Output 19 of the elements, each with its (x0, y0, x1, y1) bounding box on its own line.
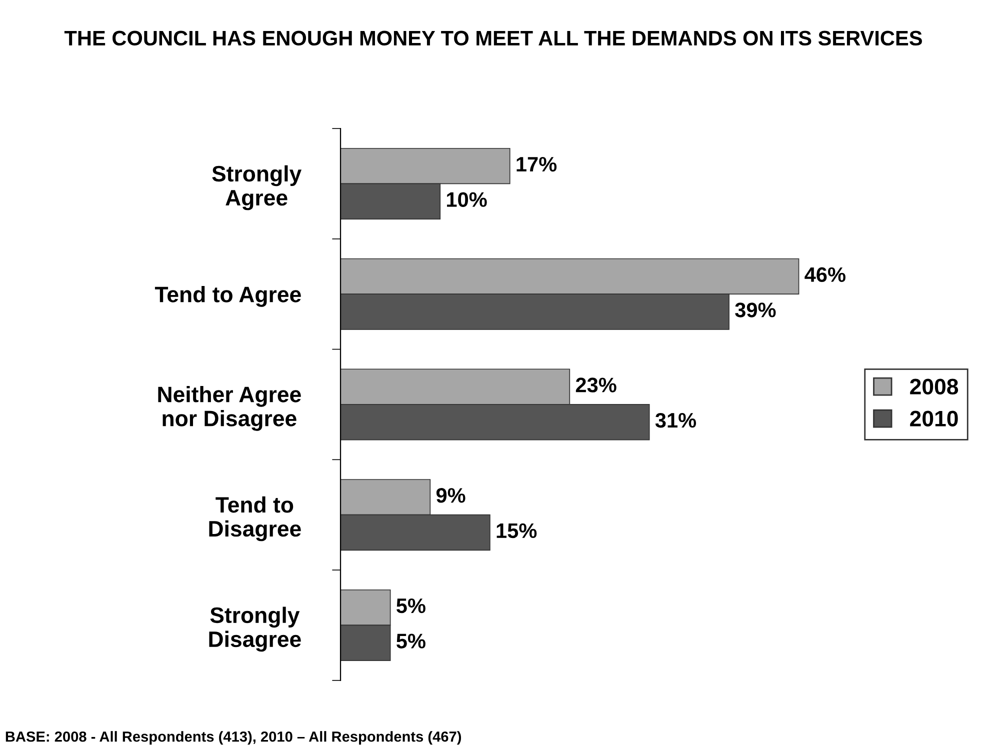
y-tick-label: Strongly Disagree (209, 606, 301, 652)
data-label: 5% (396, 634, 426, 648)
legend-label: 2010 (910, 410, 958, 426)
data-label: 10% (447, 192, 487, 207)
data-label: 5% (396, 598, 426, 614)
chart-title: THE COUNCIL HAS ENOUGH MONEY TO MEET ALL THE DEMANDS ON ITS SERVICES (64, 30, 922, 46)
data-label: 15% (496, 523, 537, 538)
y-tick-label: Tend to Disagree (209, 496, 301, 542)
y-tick-label: Strongly Agree (212, 165, 302, 210)
y-tick-label: Tend to Agree (154, 286, 301, 307)
legend-label: 2008 (910, 378, 958, 395)
data-label: 31% (655, 412, 696, 428)
data-label: 39% (735, 302, 776, 318)
y-tick-label: Neither Agree nor Disagree (158, 386, 301, 431)
data-label: 9% (436, 488, 466, 503)
data-label: 17% (516, 156, 557, 172)
data-label: 46% (804, 267, 846, 282)
text: BASE: 2008 - All Respondents (413), 2010 – All Respondents (467) (6, 731, 462, 745)
data-label: 23% (576, 378, 616, 392)
